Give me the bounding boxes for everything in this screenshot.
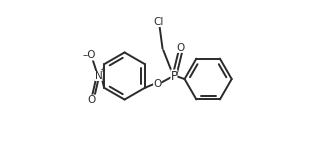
Text: N: N xyxy=(95,71,103,81)
Text: P: P xyxy=(170,69,177,83)
Text: O: O xyxy=(88,95,96,105)
Text: O: O xyxy=(153,79,161,89)
Text: Cl: Cl xyxy=(153,17,164,27)
Text: O: O xyxy=(177,43,185,53)
Text: –O: –O xyxy=(82,50,96,60)
Text: +: + xyxy=(100,67,106,73)
